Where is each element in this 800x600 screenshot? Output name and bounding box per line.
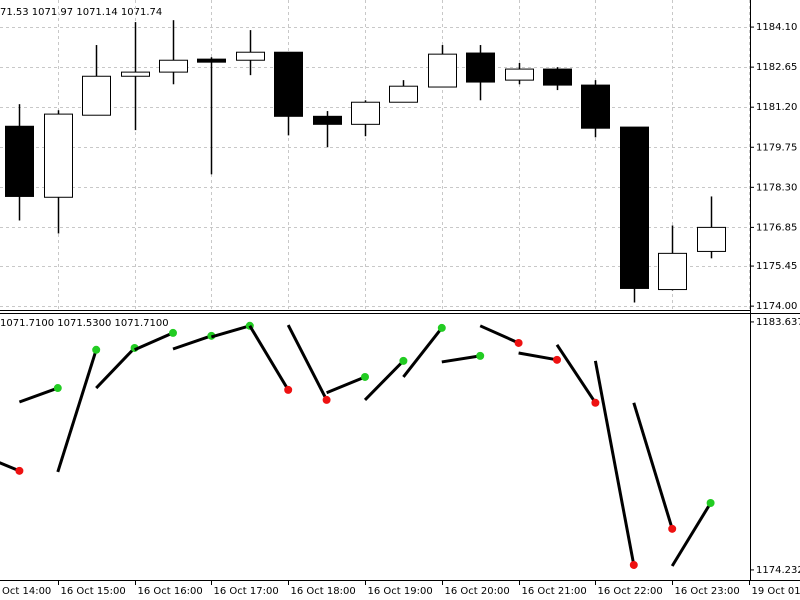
pane-header: 1071.7100 1071.5300 1071.7100 <box>0 318 169 329</box>
indicator-segment <box>402 326 443 378</box>
indicator-segment <box>286 324 328 401</box>
indicator-segment <box>210 324 251 339</box>
indicator-dot <box>399 356 408 365</box>
y-tick-label: 1183.6375 <box>756 317 800 328</box>
candle-body <box>82 75 111 116</box>
indicator-dot <box>591 398 600 407</box>
indicator-segment <box>441 354 481 364</box>
x-tick-label: 16 Oct 21:00 <box>522 586 587 597</box>
indicator-segment <box>632 402 674 530</box>
indicator-dot <box>284 385 293 394</box>
indicator-segment <box>593 360 636 566</box>
candle-body <box>389 85 418 103</box>
candle-body <box>121 71 150 77</box>
indicator-segment <box>518 351 558 362</box>
y-tick-label: 1175.45 <box>756 261 797 272</box>
candle-body <box>428 53 457 88</box>
indicator-segment <box>0 461 20 473</box>
candle-body <box>543 68 572 86</box>
x-tick-label: Oct 14:00 <box>2 586 51 597</box>
indicator-dot <box>629 560 638 569</box>
indicator-segment <box>172 334 212 351</box>
y-tick-label: 1178.30 <box>756 182 797 193</box>
indicator-dot <box>169 328 177 337</box>
indicator-dot <box>53 384 62 393</box>
candle-body <box>658 252 687 291</box>
pane-header: 71.53 1071.97 1071.14 1071.74 <box>0 7 162 18</box>
candle-body <box>44 113 73 198</box>
candle-body <box>236 51 265 61</box>
indicator-segment <box>326 375 366 395</box>
indicator-segment <box>670 502 712 567</box>
candle-body <box>197 58 226 63</box>
x-tick-label: 16 Oct 22:00 <box>598 586 663 597</box>
y-tick-label: 1182.65 <box>756 62 797 73</box>
y-tick-label: 1174.00 <box>756 301 797 312</box>
y-tick-label: 1181.20 <box>756 102 797 113</box>
x-tick-label: 16 Oct 18:00 <box>291 586 356 597</box>
indicator-segment <box>555 343 597 404</box>
candle-body <box>581 84 610 129</box>
indicator-segment <box>133 331 174 352</box>
indicator-dot <box>668 524 677 533</box>
x-tick-label: 16 Oct 20:00 <box>445 586 510 597</box>
indicator-dot <box>15 466 24 475</box>
indicator-segment <box>248 325 290 391</box>
indicator-segment <box>95 346 136 390</box>
indicator-dot <box>476 351 485 360</box>
indicator-dot <box>322 395 331 404</box>
y-tick-label: 1179.75 <box>756 142 797 153</box>
indicator-dot <box>706 499 715 508</box>
x-tick-label: 16 Oct 19:00 <box>368 586 433 597</box>
x-tick-label: 16 Oct 17:00 <box>214 586 279 597</box>
indicator-dot <box>514 338 523 347</box>
indicator-segment <box>18 386 59 404</box>
candle-body <box>5 125 34 197</box>
x-tick-label: 16 Oct 23:00 <box>675 586 740 597</box>
y-tick-label: 1184.10 <box>756 22 797 33</box>
indicator-segment <box>479 324 520 345</box>
indicator-dot <box>361 372 369 381</box>
x-tick-label: 16 Oct 16:00 <box>138 586 203 597</box>
candle-body <box>620 126 649 289</box>
x-tick-label: 19 Oct 01: <box>752 586 800 597</box>
x-tick-label: 16 Oct 15:00 <box>61 586 126 597</box>
indicator-segment <box>56 349 98 473</box>
y-tick-label: 1176.85 <box>756 222 797 233</box>
candle-body <box>505 68 534 81</box>
indicator-dot <box>92 345 101 354</box>
candle-body <box>466 52 495 83</box>
indicator-segment <box>363 359 405 401</box>
candle-body <box>159 59 188 73</box>
indicator-dot <box>437 323 446 332</box>
y-tick-label: 1174.2325 <box>756 565 800 576</box>
candle-body <box>274 51 303 117</box>
candle-body <box>351 101 380 125</box>
candle-body <box>313 115 342 125</box>
candle-body <box>697 226 726 252</box>
indicator-dot <box>553 355 561 364</box>
